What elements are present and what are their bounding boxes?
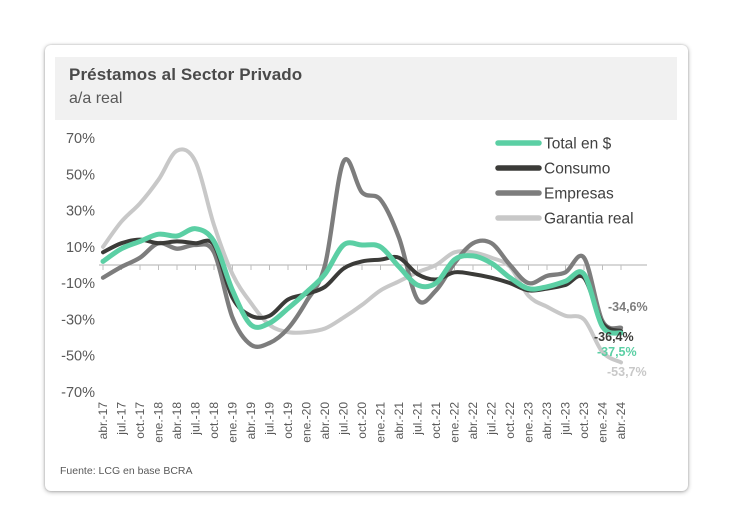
x-axis-label: ene.-23 — [522, 402, 536, 443]
x-axis-label: oct.-19 — [281, 402, 295, 439]
x-axis-label: abr.-22 — [466, 402, 480, 440]
x-axis-label: abr.-18 — [170, 402, 184, 440]
legend-label: Consumo — [544, 161, 610, 178]
chart-canvas: 70% 50% 30% 10% -10% -30% -50% -70%abr.-17 jul.-… — [61, 131, 648, 443]
x-axis-label: oct.-20 — [355, 402, 369, 439]
x-axis-label: abr.-19 — [244, 402, 258, 440]
x-axis-label: oct.-23 — [577, 402, 591, 439]
legend-label: Total en $ — [544, 136, 612, 153]
series-line-empresas — [100, 157, 624, 349]
x-axis-label: jul.-17 — [115, 402, 129, 436]
x-axis-label: abr.-20 — [318, 402, 332, 440]
x-axis-label: oct.-22 — [503, 402, 517, 439]
x-axis-label: ene.-19 — [226, 402, 240, 443]
chart-header-band: Préstamos al Sector Privado a/a real — [55, 57, 677, 120]
x-axis-label: oct.-21 — [429, 402, 443, 439]
x-axis-label: jul.-19 — [263, 402, 277, 436]
y-axis-label: 70% — [66, 131, 95, 147]
x-axis-label: ene.-22 — [448, 402, 462, 443]
x-axis-label: jul.-20 — [337, 402, 351, 436]
legend-label: Empresas — [544, 186, 614, 203]
source-note: Fuente: LCG en base BCRA — [60, 465, 193, 477]
x-axis-label: jul.-22 — [485, 402, 499, 436]
chart-title: Préstamos al Sector Privado — [69, 65, 303, 84]
end-value-label: -53,7% — [607, 365, 647, 379]
x-axis-label: ene.-24 — [596, 402, 610, 443]
x-axis-label: jul.-18 — [189, 402, 203, 436]
end-value-label: -37,5% — [597, 345, 637, 359]
x-axis-label: abr.-17 — [96, 402, 110, 440]
line-chart: 70% 50% 30% 10% -10% -30% -50% -70% abr.-17 jul.-… — [55, 125, 685, 485]
y-axis-label: -10% — [61, 276, 95, 292]
y-axis-label: 30% — [66, 204, 95, 220]
chart-subtitle: a/a real — [69, 90, 123, 107]
end-value-label: -34,6% — [608, 300, 648, 314]
y-axis-label: -70% — [61, 385, 95, 401]
y-axis-label: -50% — [61, 349, 95, 365]
legend-label: Garantia real — [544, 211, 634, 228]
y-axis-label: 10% — [66, 240, 95, 256]
y-axis-label: 50% — [66, 167, 95, 183]
y-axis-label: -30% — [61, 312, 95, 328]
x-axis-label: ene.-18 — [152, 402, 166, 443]
series-line-total-en- — [100, 226, 624, 336]
x-axis-label: ene.-20 — [300, 402, 314, 443]
series-line-garantia-real — [101, 147, 623, 365]
chart-card: Préstamos al Sector Privado a/a real 70%… — [45, 45, 688, 491]
x-axis-label: jul.-23 — [559, 402, 573, 436]
x-axis-label: ene.-21 — [374, 402, 388, 443]
x-axis-label: jul.-21 — [411, 402, 425, 436]
end-value-label: -36,4% — [594, 330, 634, 344]
x-axis-label: oct.-18 — [207, 402, 221, 439]
x-axis-label: oct.-17 — [133, 402, 147, 439]
x-axis-label: abr.-23 — [540, 402, 554, 440]
x-axis-label: abr.-24 — [614, 402, 628, 440]
x-axis-label: abr.-21 — [392, 402, 406, 440]
